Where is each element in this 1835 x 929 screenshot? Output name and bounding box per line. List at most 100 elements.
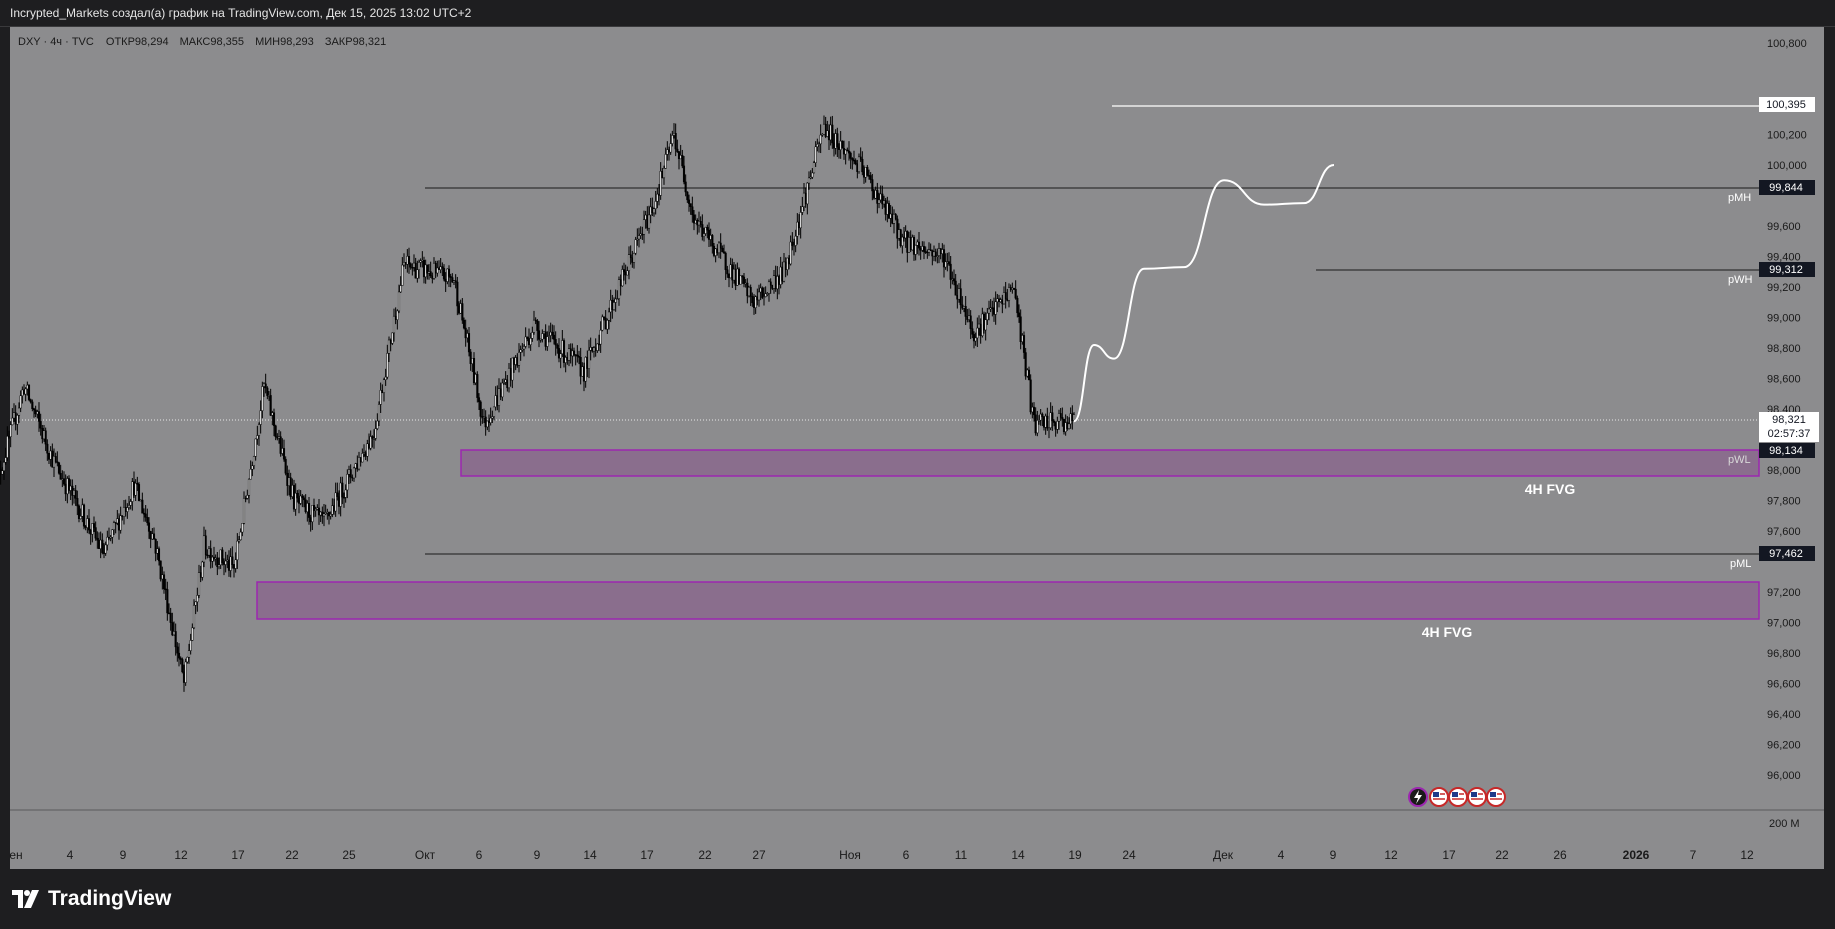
candle-body: [629, 254, 632, 259]
candle-body: [624, 271, 627, 276]
candle-body: [86, 518, 89, 528]
candle-body: [916, 241, 919, 246]
candle-body: [166, 589, 169, 614]
candle-body: [802, 192, 806, 207]
time-axis[interactable]: ен 4 9 12 17 22 25 Окт 6 9 14 17 22 27 Ноя 6 11 14 19 24 Дек…: [9, 848, 1754, 862]
time-axis-label: 9: [534, 848, 541, 862]
candle-body: [667, 149, 671, 153]
us-flag-icon[interactable]: [1448, 787, 1468, 807]
candle-body: [191, 627, 194, 641]
candle-body: [492, 406, 496, 417]
candle-body: [832, 142, 836, 149]
candle-body: [602, 316, 606, 319]
candle-body: [44, 430, 47, 445]
candle-body: [984, 319, 987, 331]
candle-body: [379, 390, 382, 405]
candle-body: [529, 338, 532, 345]
candle-body: [74, 490, 77, 499]
candle-body: [646, 214, 649, 229]
candlestick-series[interactable]: [0, 115, 1076, 692]
candle-body: [736, 268, 739, 286]
candle-body: [1071, 413, 1074, 421]
candle-body: [36, 411, 39, 415]
candle-body: [731, 264, 734, 281]
candle-body: [937, 248, 941, 256]
candle-body: [21, 389, 24, 397]
candle-body: [1002, 292, 1006, 305]
candle-body: [652, 208, 656, 214]
candle-body: [114, 522, 117, 524]
candle-body: [444, 278, 447, 282]
candle-body: [531, 332, 534, 339]
fvg-zone-lower[interactable]: [256, 581, 1760, 620]
candle-body: [199, 572, 202, 578]
lightning-icon[interactable]: [1408, 787, 1428, 807]
candle-body: [1, 470, 4, 475]
candle-body: [707, 229, 711, 240]
legend-symbol: DXY · 4ч · TVC: [18, 36, 94, 48]
candle-body: [947, 261, 951, 265]
price-axis[interactable]: 100,800 100,200 100,000 99,600 99,400 99,200 9…: [1767, 38, 1807, 782]
candle-body: [474, 374, 477, 384]
legend-low-label: МИН: [255, 36, 280, 48]
us-flag-icon[interactable]: [1486, 787, 1506, 807]
candle-body: [877, 199, 881, 204]
candle-body: [162, 574, 166, 590]
candle-body: [1056, 421, 1059, 430]
candle-body: [549, 331, 552, 336]
candle-body: [201, 561, 204, 578]
candle-body: [691, 206, 694, 216]
candle-body: [611, 299, 614, 310]
candle-body: [522, 346, 526, 350]
candle-body: [934, 251, 937, 257]
candle-body: [839, 140, 842, 150]
projection-path[interactable]: [1073, 164, 1335, 423]
fvg-zone-upper[interactable]: [460, 449, 1760, 477]
candle-body: [274, 425, 277, 438]
candle-body: [594, 347, 597, 351]
candle-body: [564, 357, 567, 363]
candle-body: [1072, 414, 1076, 421]
candle-body: [942, 249, 946, 268]
candle-body: [442, 268, 446, 280]
candle-body: [1066, 422, 1069, 429]
candle-body: [761, 287, 764, 298]
price-axis-label: 97,000: [1767, 618, 1801, 630]
candle-body: [996, 298, 999, 303]
time-axis-label: Ноя: [839, 848, 861, 862]
candle-body: [812, 162, 816, 174]
candle-body: [582, 366, 586, 382]
candle-body: [167, 612, 171, 615]
candle-body: [149, 531, 152, 540]
candle-body: [677, 151, 681, 160]
candle-body: [372, 438, 376, 440]
candle-body: [366, 443, 369, 457]
candle-body: [1022, 335, 1026, 353]
price-axis-label: 97,800: [1767, 496, 1801, 508]
candle-body: [546, 336, 549, 347]
candle-body: [19, 395, 22, 409]
candle-body: [434, 262, 437, 274]
time-axis-label: 2026: [1623, 848, 1650, 862]
time-axis-label: 6: [476, 848, 483, 862]
candle-body: [391, 332, 394, 344]
candle-body: [184, 661, 187, 683]
candle-body: [907, 237, 911, 253]
time-axis-label: 14: [583, 848, 597, 862]
chart-frame[interactable]: [10, 27, 1824, 869]
candle-body: [276, 436, 279, 439]
candle-body: [539, 338, 542, 341]
us-flag-icon[interactable]: [1429, 787, 1449, 807]
candle-body: [389, 339, 392, 344]
candle-body: [821, 134, 824, 136]
time-axis-label: 11: [955, 848, 968, 862]
candle-body: [317, 507, 321, 516]
candle-body: [881, 193, 884, 205]
time-axis-label: 19: [1068, 848, 1082, 862]
candle-body: [734, 268, 737, 286]
tradingview-logo[interactable]: TradingView: [12, 887, 171, 911]
event-icons[interactable]: [1408, 787, 1506, 807]
us-flag-icon[interactable]: [1467, 787, 1487, 807]
candle-body: [904, 231, 907, 239]
